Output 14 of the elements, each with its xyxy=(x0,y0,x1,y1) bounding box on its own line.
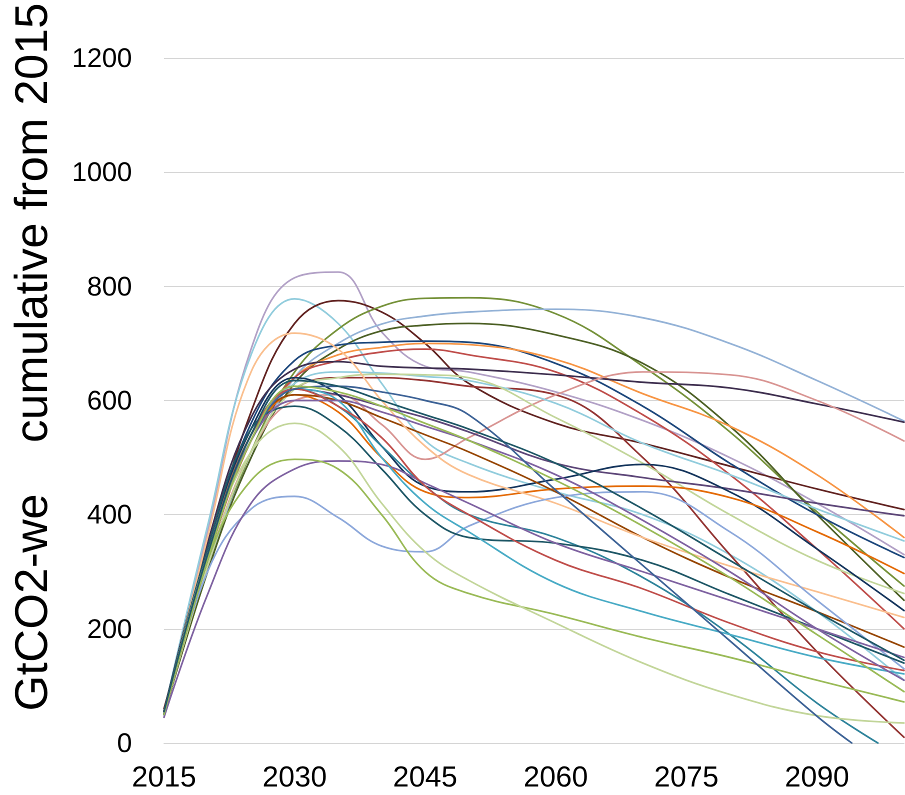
x-tick-label: 2075 xyxy=(654,762,719,794)
x-tick-label: 2060 xyxy=(524,762,588,794)
y-axis-title: GtCO2-we cumulative from 2015 xyxy=(5,2,57,712)
y-tick-label: 1200 xyxy=(72,43,132,73)
x-tick-label: 2090 xyxy=(784,762,850,794)
y-tick-label: 600 xyxy=(86,386,132,416)
x-tick-label: 2015 xyxy=(132,762,196,794)
y-tick-label: 400 xyxy=(86,500,132,530)
y-tick-label: 200 xyxy=(86,614,132,644)
x-tick-label: 2045 xyxy=(392,762,458,794)
y-tick-label: 800 xyxy=(86,271,132,302)
y-tick-label: 0 xyxy=(116,728,132,758)
y-tick-label: 1000 xyxy=(72,157,132,188)
x-tick-label: 2030 xyxy=(262,762,327,794)
